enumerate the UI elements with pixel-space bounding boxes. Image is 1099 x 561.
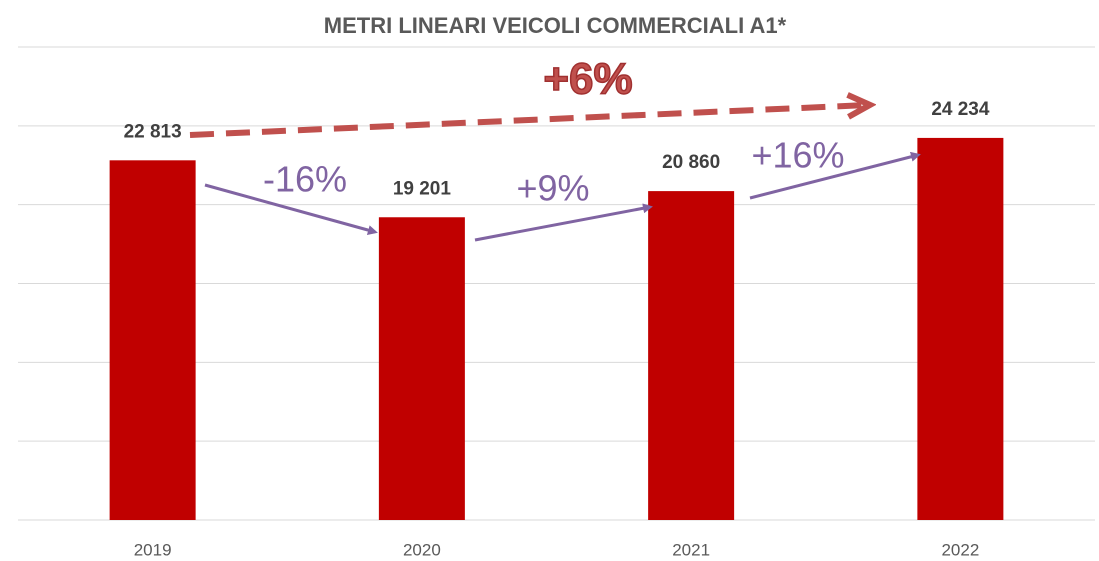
bar <box>917 137 1004 521</box>
trend-arrow <box>189 105 868 138</box>
annotation: +16% <box>751 135 844 176</box>
change-arrow <box>204 183 378 235</box>
x-tick-label: 2019 <box>134 540 172 559</box>
plot: 2019 22 813 2020 19 201 2021 20 860 2022 24 234 <box>18 46 1095 559</box>
chart-title: METRI LINEARI VEICOLI COMMERCIALI A1* <box>324 13 787 38</box>
change-arrow <box>474 203 653 242</box>
change-arrow <box>749 151 921 200</box>
bar <box>109 160 196 520</box>
x-tick-label: 2020 <box>403 540 441 559</box>
annotation: +9% <box>516 168 589 209</box>
annotation: +6% <box>543 55 632 104</box>
x-tick-label: 2022 <box>941 540 979 559</box>
bar <box>648 191 735 520</box>
bar <box>378 217 465 521</box>
annotation: -16% <box>263 159 347 200</box>
data-label: 20 860 <box>662 152 720 173</box>
x-tick-label: 2021 <box>672 540 710 559</box>
data-label: 19 201 <box>393 178 452 199</box>
data-label: 22 813 <box>124 121 182 142</box>
data-label: 24 234 <box>931 99 990 120</box>
